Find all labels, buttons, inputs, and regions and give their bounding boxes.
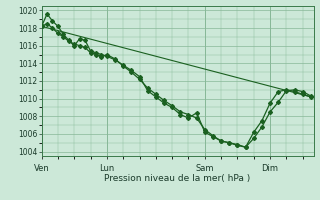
- X-axis label: Pression niveau de la mer( hPa ): Pression niveau de la mer( hPa ): [104, 174, 251, 183]
